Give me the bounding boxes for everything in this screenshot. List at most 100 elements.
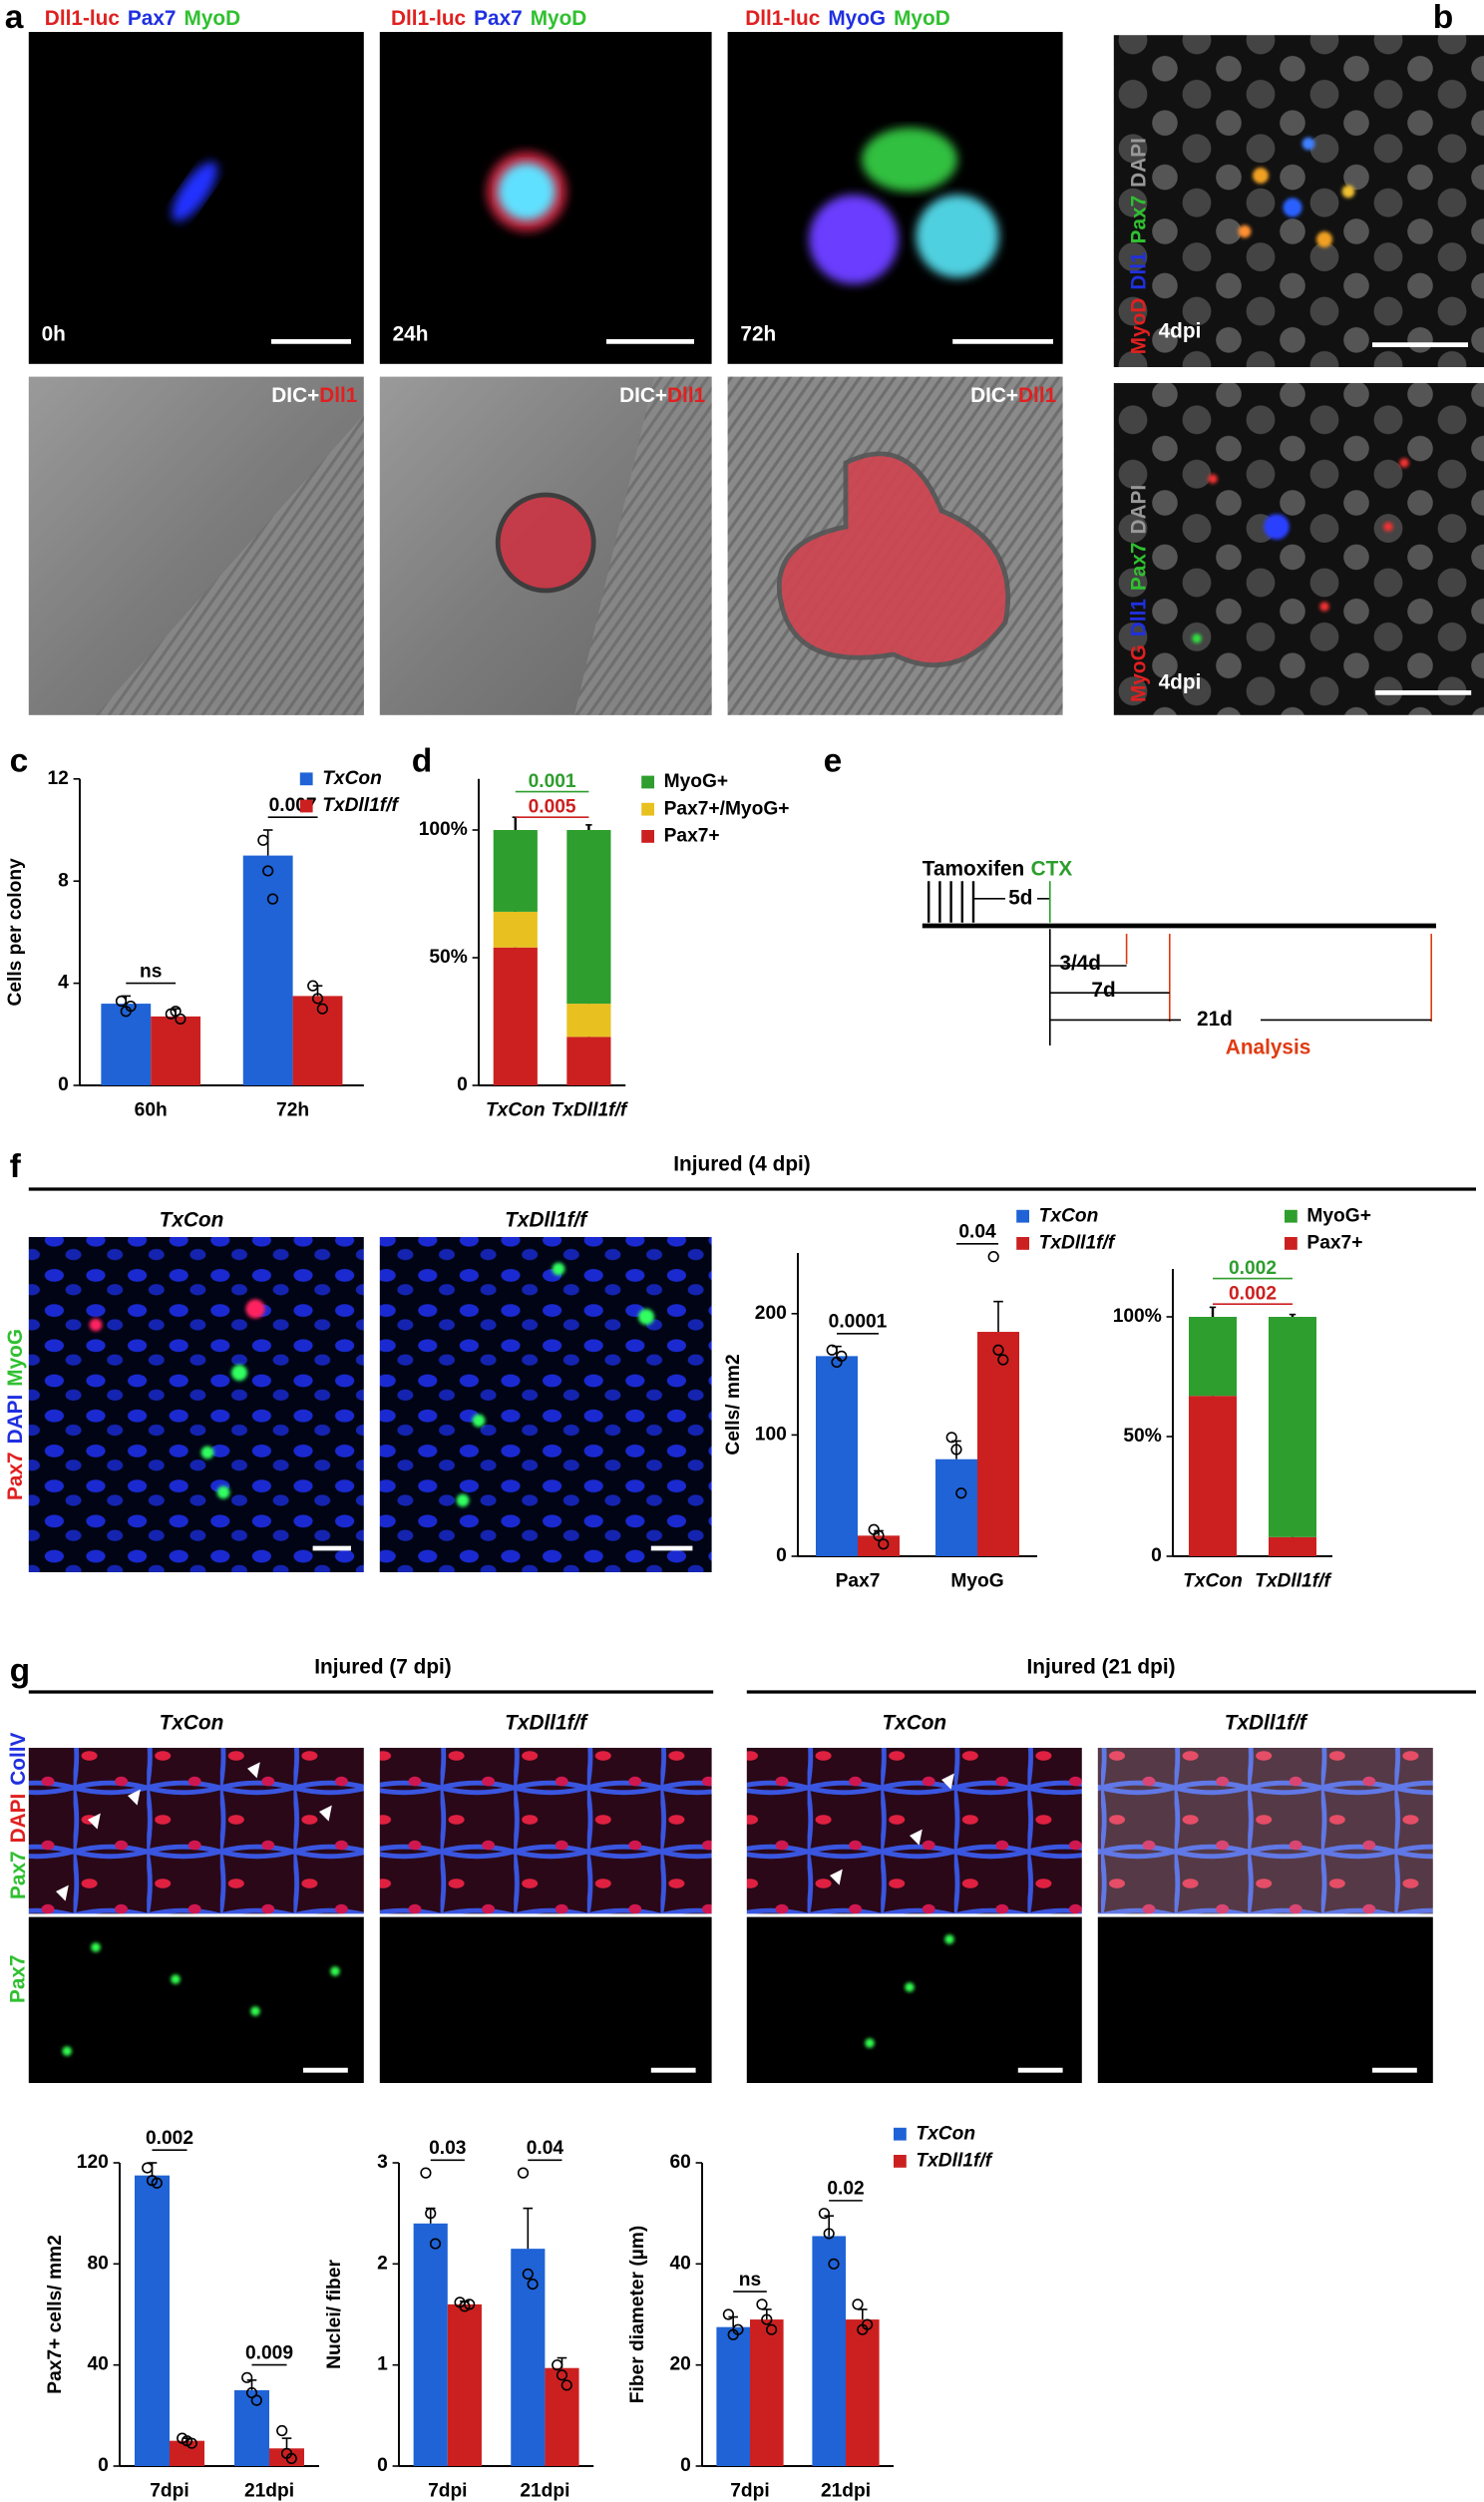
header-text: Dll1-luc <box>45 7 120 30</box>
bar-segment <box>493 830 538 912</box>
bar-segment <box>1189 1396 1237 1556</box>
panel-label: e <box>824 743 843 780</box>
panel-a: Dll1-luc Pax7 MyoD Dll1-luc Pax7 MyoD Dll1-l… <box>28 7 1063 715</box>
data-point <box>873 1529 885 1541</box>
stain-label: DAPI <box>1127 485 1150 535</box>
data-point <box>761 2313 773 2325</box>
y-tick-label: 8 <box>58 870 69 891</box>
micrograph <box>727 32 1063 364</box>
micrograph <box>379 1748 712 1914</box>
panel-label: b <box>1433 0 1454 36</box>
section-title: Injured (7 dpi) <box>314 1656 452 1679</box>
data-point <box>556 2369 568 2381</box>
x-tick-label: 7dpi <box>428 2481 467 2502</box>
significance-label: 0.009 <box>245 2342 293 2363</box>
micrograph <box>28 1237 364 1572</box>
cell <box>776 451 1011 668</box>
header-text: MyoD <box>894 7 950 30</box>
data-point <box>285 2452 297 2464</box>
section-title: Injured (4 dpi) <box>673 1153 811 1176</box>
y-tick-label: 0 <box>1151 1545 1162 1566</box>
data-point <box>862 2318 874 2330</box>
data-point <box>945 1432 957 1444</box>
bar <box>750 2319 784 2466</box>
micrograph <box>746 1916 1082 2083</box>
data-point <box>276 2424 288 2437</box>
data-point <box>316 1003 328 1015</box>
x-tick-label: TxDll1f/f <box>1255 1571 1331 1592</box>
micrograph <box>746 1748 1082 1914</box>
data-point <box>818 2208 831 2220</box>
x-tick-label: TxCon <box>486 1100 546 1121</box>
legend-label: Pax7+/MyoG+ <box>664 798 790 819</box>
cell <box>498 163 556 220</box>
legend-swatch <box>299 772 313 786</box>
bar <box>413 2223 448 2466</box>
stain-label: Dll1 <box>1127 599 1150 636</box>
micrograph <box>379 1237 712 1572</box>
column-label: TxCon <box>882 1712 946 1735</box>
header-text: MyoD <box>185 7 241 30</box>
y-tick-label: 40 <box>669 2253 690 2274</box>
stain-label: MyoG <box>1127 644 1150 702</box>
y-tick-label: 60 <box>669 2152 690 2173</box>
data-point <box>142 2162 154 2174</box>
bar-segment <box>1189 1317 1237 1397</box>
x-tick-label: TxCon <box>1183 1571 1243 1592</box>
bar <box>935 1459 977 1556</box>
bar-segment <box>1269 1317 1316 1537</box>
data-point <box>552 2359 563 2371</box>
data-point <box>151 2177 163 2189</box>
data-point <box>311 993 324 1005</box>
panel-e: Tamoxifen 5d CTX 3/4d 7d 21d Analysis <box>923 858 1436 1059</box>
legend-label: TxCon <box>916 2123 975 2144</box>
x-tick-label: 21dpi <box>821 2481 871 2502</box>
overlay-label: Dll1 <box>667 383 705 406</box>
legend-swatch <box>1285 1237 1298 1250</box>
bar <box>716 2326 750 2466</box>
legend-label: TxCon <box>1039 1205 1099 1226</box>
fiber <box>574 376 712 715</box>
x-tick-label: 60h <box>135 1100 168 1121</box>
legend-label: TxDll1f/f <box>322 795 399 816</box>
y-tick-label: 0 <box>58 1074 69 1095</box>
header: Dll1-luc Pax7 MyoD Dll1-luc Pax7 MyoD Dll1-l… <box>45 7 950 30</box>
svg-text:MyoGDll1Pax7DAPI: MyoG Dll1 Pax7 DAPI <box>1127 485 1150 702</box>
time-label: 0h <box>42 323 66 346</box>
column-label: TxCon <box>160 1209 224 1232</box>
y-tick-label: 40 <box>87 2354 108 2375</box>
cell <box>862 128 957 192</box>
data-point <box>997 1354 1009 1366</box>
data-point <box>732 2323 744 2335</box>
data-point <box>823 2228 835 2240</box>
y-tick-label: 4 <box>58 973 69 994</box>
svg-text:DIC+Dll1: DIC+Dll1 <box>970 383 1056 406</box>
y-tick-label: 0 <box>457 1074 468 1095</box>
data-point <box>828 2258 840 2270</box>
stain-label: DAPI <box>7 1794 30 1844</box>
overlay-label: Dll1 <box>319 383 357 406</box>
stain-label: Pax7 <box>7 1851 30 1899</box>
data-point <box>250 2394 262 2406</box>
stain-label: MyoG <box>4 1329 27 1387</box>
time-label: 4dpi <box>1159 319 1202 342</box>
micrograph <box>28 1916 364 2083</box>
interval-label: 21d <box>1197 1008 1233 1031</box>
x-tick-label: 21dpi <box>244 2481 294 2502</box>
legend-swatch <box>1016 1209 1029 1223</box>
micrograph <box>1097 1748 1433 1914</box>
data-point <box>756 2298 768 2310</box>
significance-label: ns <box>739 2270 761 2291</box>
micrograph <box>1097 1916 1433 2083</box>
time-label: 24h <box>393 323 429 346</box>
comparison-label: 0.005 <box>529 797 576 818</box>
x-tick-label: MyoG <box>950 1571 1003 1592</box>
header-text: MyoG <box>828 7 886 30</box>
y-axis-label: Cells per colony <box>5 858 26 1007</box>
legend-swatch <box>1285 1209 1298 1223</box>
significance-label: ns <box>140 961 162 982</box>
bar <box>135 2175 170 2466</box>
legend-label: TxDll1f/f <box>916 2150 992 2171</box>
header-text: Pax7 <box>474 7 523 30</box>
